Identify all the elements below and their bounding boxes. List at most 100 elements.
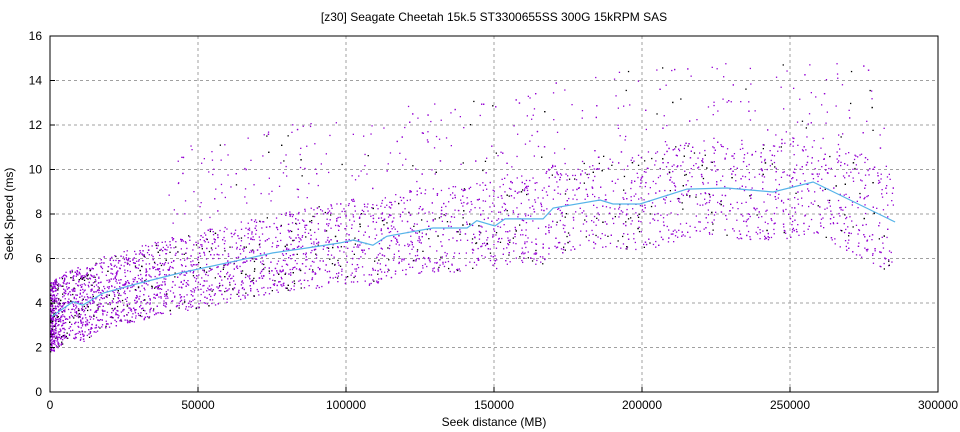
- data-point: [207, 229, 209, 231]
- data-point: [120, 320, 123, 322]
- data-point: [149, 299, 151, 301]
- data-point: [190, 145, 192, 147]
- data-point: [868, 174, 870, 176]
- data-point: [116, 266, 118, 268]
- data-point: [531, 134, 533, 137]
- data-point: [297, 234, 299, 236]
- data-point: [283, 282, 285, 284]
- data-point: [206, 303, 208, 305]
- data-point: [101, 319, 103, 321]
- data-point: [783, 108, 785, 110]
- data-point: [593, 247, 595, 249]
- data-point: [65, 275, 67, 277]
- data-point: [115, 313, 117, 316]
- data-point: [668, 147, 670, 150]
- data-point: [53, 336, 56, 338]
- data-point: [647, 193, 650, 195]
- data-point: [62, 296, 64, 298]
- data-point: [334, 264, 336, 266]
- data-point: [137, 267, 139, 269]
- data-point: [793, 229, 795, 232]
- data-point: [84, 331, 86, 333]
- data-point: [525, 234, 527, 237]
- data-point: [291, 131, 293, 133]
- data-point: [208, 293, 211, 296]
- data-point: [315, 254, 318, 256]
- data-point: [97, 306, 99, 309]
- data-point: [431, 212, 434, 214]
- data-point: [811, 162, 813, 164]
- data-point: [271, 270, 273, 272]
- data-point: [153, 308, 155, 310]
- data-point: [139, 314, 141, 317]
- data-point: [851, 220, 853, 222]
- data-point: [526, 115, 528, 117]
- data-point: [457, 209, 460, 212]
- data-point: [120, 294, 122, 297]
- data-point: [427, 257, 429, 260]
- data-point: [77, 285, 79, 287]
- data-point: [396, 230, 399, 233]
- data-point: [788, 213, 790, 215]
- data-point: [160, 264, 163, 267]
- data-point: [852, 177, 854, 179]
- data-point: [138, 259, 140, 261]
- data-point: [145, 263, 147, 265]
- data-point: [742, 175, 744, 177]
- data-point: [311, 277, 314, 279]
- data-point: [529, 207, 531, 209]
- data-point: [475, 242, 477, 245]
- data-point: [742, 161, 745, 163]
- data-point: [534, 189, 536, 191]
- data-point: [525, 179, 528, 182]
- data-point: [650, 205, 653, 208]
- data-point: [655, 152, 657, 154]
- data-point: [210, 288, 212, 290]
- data-point: [241, 270, 244, 272]
- data-point: [377, 281, 380, 283]
- data-point: [402, 269, 404, 271]
- data-point: [887, 204, 889, 206]
- data-point: [700, 173, 703, 176]
- data-point: [887, 228, 889, 230]
- data-point: [240, 270, 242, 272]
- data-point: [418, 237, 420, 239]
- data-point: [299, 279, 301, 281]
- data-point: [657, 176, 660, 179]
- data-point: [687, 180, 689, 182]
- data-point: [214, 239, 216, 241]
- data-point: [169, 241, 171, 243]
- data-point: [139, 306, 141, 308]
- data-point: [176, 213, 178, 215]
- data-point: [484, 160, 487, 162]
- data-point: [448, 187, 450, 190]
- data-point: [524, 188, 526, 190]
- data-point: [760, 168, 763, 170]
- data-point: [638, 213, 640, 215]
- data-point: [165, 297, 167, 300]
- data-point: [356, 246, 358, 248]
- data-point: [327, 282, 330, 284]
- data-point: [775, 167, 777, 170]
- data-point: [226, 264, 229, 266]
- data-point: [761, 161, 763, 163]
- data-point: [324, 230, 326, 232]
- data-point: [504, 203, 506, 205]
- data-point: [689, 196, 691, 198]
- data-point: [263, 286, 265, 289]
- data-point: [292, 248, 294, 250]
- data-point: [205, 271, 208, 273]
- data-point: [268, 193, 270, 195]
- data-point: [330, 204, 332, 206]
- data-point: [535, 252, 538, 254]
- data-point: [146, 252, 149, 254]
- data-point: [236, 265, 238, 267]
- data-point: [689, 195, 691, 197]
- data-point: [51, 330, 53, 332]
- data-point: [854, 167, 856, 170]
- data-point: [773, 223, 775, 225]
- data-point: [148, 316, 151, 318]
- data-point: [93, 314, 95, 316]
- data-point: [345, 214, 347, 216]
- data-point: [450, 225, 452, 228]
